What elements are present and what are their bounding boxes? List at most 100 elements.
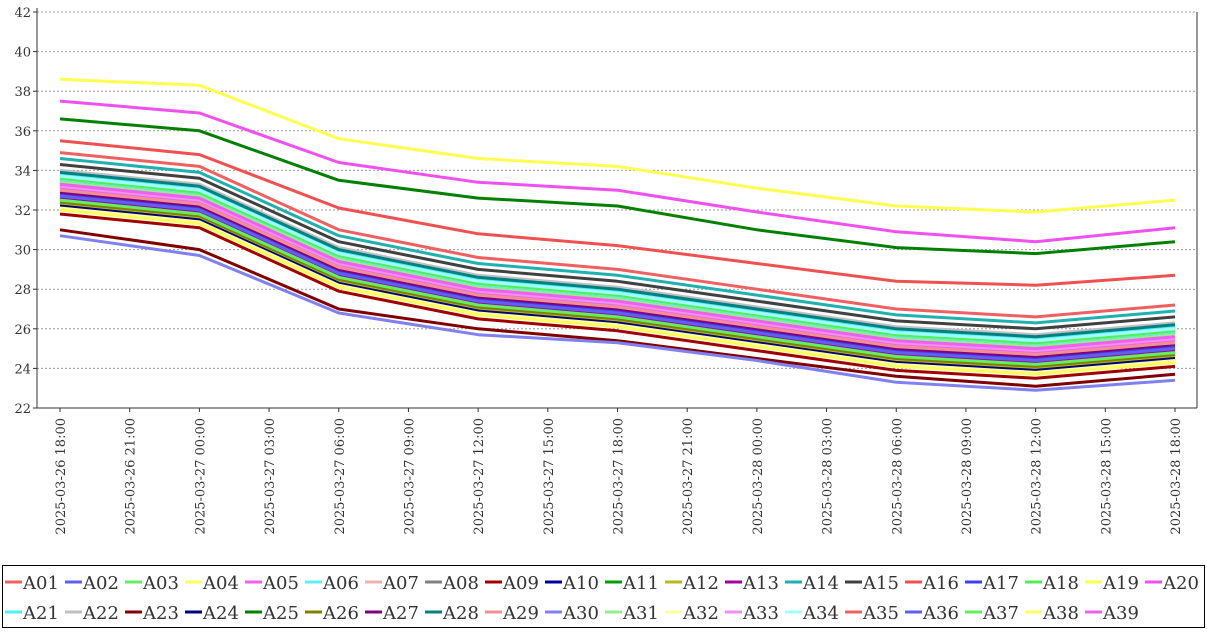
series-line-a06 (59, 178, 1176, 347)
legend-label: A12 (682, 573, 719, 594)
legend-label: A02 (82, 573, 119, 594)
legend-label: A29 (502, 603, 539, 624)
legend-item-a03: A03 (125, 573, 179, 594)
legend-item-a25: A25 (245, 603, 299, 624)
legend-item-a39: A39 (1085, 603, 1139, 624)
x-tick-label: 2025-03-26 18:00 (54, 418, 69, 535)
y-axis-ticks: 22 24 26 28 30 32 34 36 38 40 42 (14, 6, 37, 417)
y-tick-label: 22 (14, 402, 31, 417)
legend-label: A01 (22, 573, 59, 594)
legend-item-a13: A13 (725, 573, 779, 594)
x-tick-label: 2025-03-27 03:00 (263, 418, 278, 535)
legend-item-a01: A01 (5, 573, 59, 594)
legend-label: A07 (382, 573, 419, 594)
legend-label: A11 (622, 573, 659, 594)
legend-label: A23 (142, 603, 179, 624)
legend-label: A38 (1042, 603, 1079, 624)
legend-item-a31: A31 (605, 603, 659, 624)
x-tick-label: 2025-03-27 12:00 (472, 418, 487, 535)
series-line-a23 (59, 228, 1176, 388)
series-line-a29 (59, 188, 1176, 356)
series-line-a12 (59, 202, 1176, 370)
legend-item-a22: A22 (65, 603, 119, 624)
legend-item-a11: A11 (605, 573, 659, 594)
legend-label: A26 (322, 603, 359, 624)
x-tick-label: 2025-03-28 06:00 (890, 418, 905, 535)
series-line-a09 (59, 212, 1176, 380)
legend-item-a34: A34 (785, 603, 839, 624)
legend-label: A35 (862, 603, 899, 624)
x-tick-label: 2025-03-27 09:00 (402, 418, 417, 535)
series-line-a31 (59, 180, 1176, 349)
series-line-a16 (59, 139, 1176, 287)
legend-item-a14: A14 (785, 573, 839, 594)
legend-item-a10: A10 (545, 573, 599, 594)
grid-lines (37, 11, 1197, 369)
y-tick-label: 26 (14, 323, 31, 338)
y-tick-label: 28 (14, 283, 31, 298)
legend-label: A32 (682, 603, 719, 624)
series-line-a30 (59, 234, 1176, 392)
legend-item-a29: A29 (485, 603, 539, 624)
legend-item-a36: A36 (905, 603, 959, 624)
x-tick-label: 2025-03-27 06:00 (333, 418, 348, 535)
legend-label: A22 (82, 603, 119, 624)
legend-item-a24: A24 (185, 603, 239, 624)
series-line-a38 (59, 208, 1176, 376)
x-tick-label: 2025-03-27 15:00 (542, 418, 557, 535)
legend-item-a37: A37 (965, 603, 1019, 624)
legend-item-a32: A32 (665, 603, 719, 624)
x-tick-label: 2025-03-28 18:00 (1169, 418, 1184, 535)
series-line-a34 (59, 174, 1176, 343)
x-tick-label: 2025-03-27 21:00 (681, 418, 696, 535)
y-tick-label: 24 (14, 362, 31, 377)
series-line-a25 (59, 117, 1176, 256)
series-line-a21 (59, 172, 1176, 341)
legend-label: A06 (322, 573, 359, 594)
series-line-a17 (59, 192, 1176, 360)
y-tick-label: 32 (14, 204, 31, 219)
series-line-a15 (59, 163, 1176, 331)
legend-label: A20 (1162, 573, 1199, 594)
legend-item-a20: A20 (1145, 573, 1199, 594)
legend-label: A24 (202, 603, 239, 624)
legend-item-a15: A15 (845, 573, 899, 594)
legend-label: A28 (442, 603, 479, 624)
legend-label: A10 (562, 573, 599, 594)
legend-label: A08 (442, 573, 479, 594)
legend-item-a21: A21 (5, 603, 59, 624)
series-line-a37 (59, 198, 1176, 366)
series-line-a35 (59, 151, 1176, 319)
legend-label: A19 (1102, 573, 1139, 594)
x-axis-ticks: 2025-03-26 18:00 2025-03-26 21:00 2025-03-… (54, 408, 1184, 535)
x-tick-label: 2025-03-27 00:00 (193, 418, 208, 535)
series-line-a19 (59, 77, 1176, 214)
series-line-a13 (59, 196, 1176, 364)
x-tick-label: 2025-03-28 09:00 (960, 418, 975, 535)
legend-item-a28: A28 (425, 603, 479, 624)
legend-label: A33 (742, 603, 779, 624)
series-line-a39 (59, 182, 1176, 351)
legend-label: A31 (622, 603, 659, 624)
series-line-a33 (59, 184, 1176, 353)
legend-item-a26: A26 (305, 603, 359, 624)
series-line-a28 (59, 170, 1176, 339)
legend-item-a07: A07 (365, 573, 419, 594)
legend-label: A30 (562, 603, 599, 624)
legend-item-a04: A04 (185, 573, 239, 594)
x-tick-label: 2025-03-28 15:00 (1099, 418, 1114, 535)
y-tick-label: 36 (14, 125, 31, 140)
series-line-a32 (59, 206, 1176, 374)
legend-label: A16 (922, 573, 959, 594)
legend-box (2, 565, 1205, 628)
legend-label: A36 (922, 603, 959, 624)
series-line-a26 (59, 200, 1176, 368)
legend-item-a16: A16 (905, 573, 959, 594)
series-line-a20 (59, 99, 1176, 244)
legend-label: A04 (202, 573, 239, 594)
legend-item-a06: A06 (305, 573, 359, 594)
legend-item-a27: A27 (365, 603, 419, 624)
x-tick-label: 2025-03-26 21:00 (124, 418, 139, 535)
legend-item-a23: A23 (125, 603, 179, 624)
